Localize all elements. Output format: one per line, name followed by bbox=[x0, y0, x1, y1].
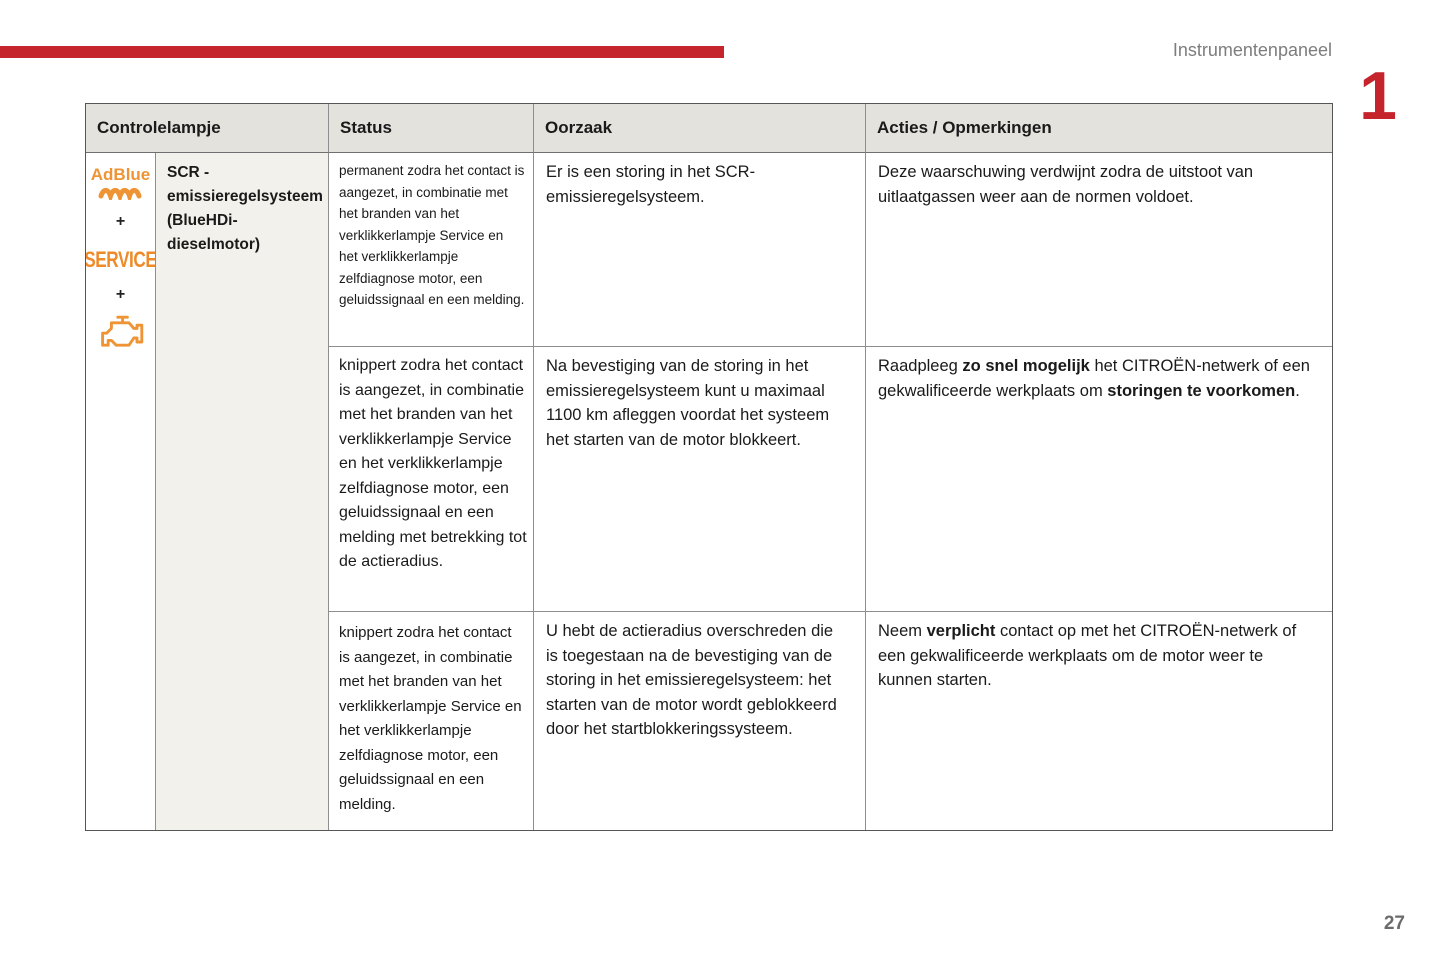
warning-light-table: Controlelampje Status Oorzaak Acties / O… bbox=[85, 103, 1333, 831]
chapter-number: 1 bbox=[1359, 58, 1397, 134]
oorzaak-row-2: Na bevestiging van de storing in het emi… bbox=[533, 346, 865, 611]
acties-row-1: Deze waarschuwing verdwijnt zodra de uit… bbox=[865, 153, 1332, 346]
oorzaak-row-1: Er is een storing in het SCR-emissierege… bbox=[533, 153, 865, 346]
adblue-wave-icon bbox=[98, 187, 141, 200]
page-number: 27 bbox=[1383, 913, 1405, 934]
oorzaak-row-3: U hebt de actieradius overschreden die i… bbox=[533, 611, 865, 830]
column-header-oorzaak: Oorzaak bbox=[533, 104, 865, 153]
engine-warning-icon bbox=[100, 315, 143, 347]
chapter-red-rule bbox=[0, 46, 724, 58]
acties-row-3: Neem verplicht contact op met het CITROË… bbox=[865, 611, 1332, 830]
service-label: SERVICE bbox=[86, 247, 155, 272]
indicator-icon-stack: AdBlue + SERVICE + bbox=[86, 153, 155, 830]
status-row-1: permanent zodra het contact is aangezet,… bbox=[328, 153, 533, 346]
column-header-acties: Acties / Opmerkingen bbox=[865, 104, 1332, 153]
indicator-system-name: SCR - emissieregelsysteem (BlueHDi- dies… bbox=[155, 153, 328, 830]
acties-row-2: Raadpleeg zo snel mogelijk het CITROËN-n… bbox=[865, 346, 1332, 611]
plus-icon: + bbox=[115, 213, 126, 230]
column-header-status: Status bbox=[328, 104, 533, 153]
column-header-controlelampje: Controlelampje bbox=[86, 104, 328, 153]
adblue-label: AdBlue bbox=[90, 165, 151, 184]
status-row-3: knippert zodra het contact is aangezet, … bbox=[328, 611, 533, 830]
status-row-2: knippert zodra het contact is aangezet, … bbox=[328, 346, 533, 611]
plus-icon: + bbox=[115, 286, 126, 303]
running-header: Instrumentenpaneel bbox=[1172, 40, 1332, 60]
